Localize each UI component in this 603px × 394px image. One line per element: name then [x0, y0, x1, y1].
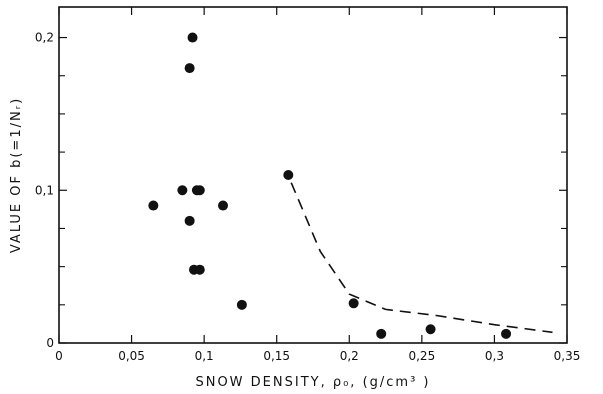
x-axis-ticks: 0 0,05 0,1 0,15 0,2 0,25 0,3 0,35 [55, 7, 580, 363]
data-point [184, 215, 195, 226]
data-point [236, 299, 247, 310]
x-axis-title: SNOW DENSITY, ρ₀, (g/cm³ ) [195, 375, 430, 390]
data-point [177, 185, 188, 196]
data-point [184, 63, 195, 74]
data-point [148, 200, 159, 211]
x-tick-label: 0,05 [118, 349, 145, 363]
x-tick-label: 0,3 [485, 349, 504, 363]
data-point [501, 328, 512, 339]
y-tick-label: 0 [46, 336, 54, 350]
y-axis-title: VALUE OF b(=1/Nᵣ) [9, 97, 24, 253]
data-point [187, 32, 198, 43]
plot-frame [58, 6, 568, 344]
data-point [376, 328, 387, 339]
data-point [194, 264, 205, 275]
x-tick-label: 0,15 [263, 349, 290, 363]
x-tick-label: 0,35 [554, 349, 581, 363]
data-point [283, 170, 294, 180]
series-layer [148, 32, 553, 339]
dashed-curve [290, 182, 553, 334]
y-tick-label: 0,1 [35, 183, 54, 197]
x-tick-label: 0,25 [408, 349, 435, 363]
y-tick-label: 0,2 [35, 31, 54, 45]
data-point [218, 200, 229, 211]
x-tick-label: 0 [55, 349, 63, 363]
x-tick-label: 0,2 [340, 349, 359, 363]
data-point [348, 298, 359, 309]
data-point [425, 324, 436, 335]
x-tick-label: 0,1 [195, 349, 214, 363]
data-point [194, 185, 205, 196]
y-axis-ticks: 0 0,1 0,2 [35, 31, 567, 350]
